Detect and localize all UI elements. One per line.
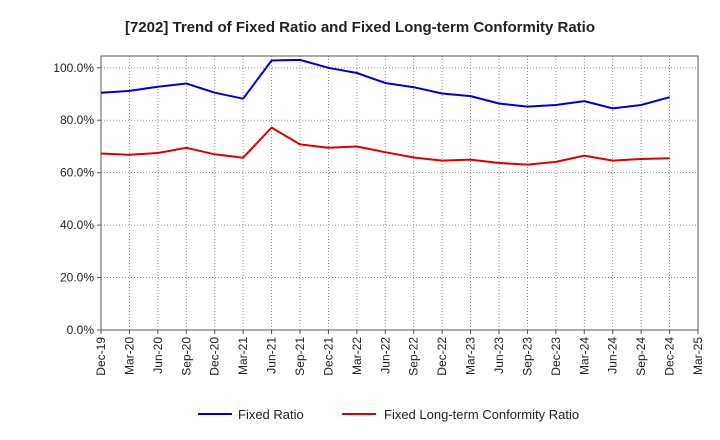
x-tick-label: Sep-24 xyxy=(634,337,648,376)
y-tick-label: 100.0% xyxy=(53,61,94,75)
chart-title: [7202] Trend of Fixed Ratio and Fixed Lo… xyxy=(125,19,595,36)
x-tick-label: Jun-21 xyxy=(265,337,279,374)
x-tick-label: Dec-23 xyxy=(549,337,563,376)
x-tick-label: Dec-24 xyxy=(663,337,677,376)
x-tick-label: Dec-22 xyxy=(435,337,449,376)
legend-label: Fixed Ratio xyxy=(238,407,304,422)
x-tick-label: Sep-20 xyxy=(179,337,193,376)
x-tick-label: Jun-23 xyxy=(492,337,506,374)
y-tick-label: 40.0% xyxy=(60,218,94,232)
x-tick-label: Mar-24 xyxy=(577,337,591,375)
x-tick-label: Sep-22 xyxy=(407,337,421,376)
x-tick-label: Sep-23 xyxy=(520,337,534,376)
legend-label: Fixed Long-term Conformity Ratio xyxy=(384,407,579,422)
x-tick-label: Mar-21 xyxy=(236,337,250,375)
x-tick-label: Dec-21 xyxy=(321,337,335,376)
y-tick-label: 0.0% xyxy=(67,323,95,337)
y-tick-label: 20.0% xyxy=(60,271,94,285)
series-lines xyxy=(100,58,670,166)
y-axis: 0.0% 20.0% 40.0% 60.0% 80.0% 100.0% xyxy=(53,61,101,337)
x-tick-label: Dec-20 xyxy=(208,337,222,376)
x-tick-label: Mar-23 xyxy=(464,337,478,375)
y-tick-label: 60.0% xyxy=(60,166,94,180)
x-tick-label: Sep-21 xyxy=(293,337,307,376)
x-tick-label: Jun-20 xyxy=(151,337,165,374)
plot-frame xyxy=(100,55,699,331)
x-tick-label: Dec-19 xyxy=(94,337,108,376)
grid-lines xyxy=(101,56,698,330)
x-tick-label: Mar-20 xyxy=(122,337,136,375)
legend: Fixed Ratio Fixed Long-term Conformity Ra… xyxy=(198,407,579,422)
x-tick-label: Mar-22 xyxy=(350,337,364,375)
x-tick-label: Jun-24 xyxy=(606,337,620,374)
x-tick-label: Jun-22 xyxy=(378,337,392,374)
series-line xyxy=(100,58,670,110)
x-axis: Dec-19 Mar-20 Jun-20 Sep-20 Dec-20 Mar-21 Jun-… xyxy=(94,330,705,376)
series-line xyxy=(100,126,670,166)
y-tick-label: 80.0% xyxy=(60,113,94,127)
x-tick-label: Mar-25 xyxy=(691,337,705,375)
